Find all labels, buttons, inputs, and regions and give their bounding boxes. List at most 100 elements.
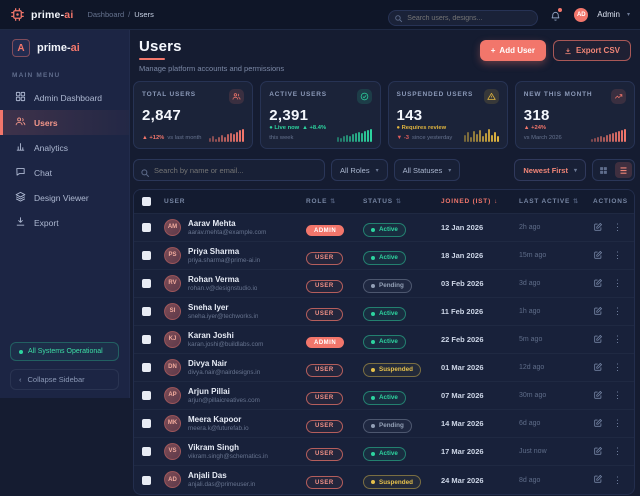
avatar[interactable]: AD [574, 7, 589, 22]
table-row-arjun-pillai[interactable]: AP Arjun Pillai arjun@pillaicreatives.com U… [134, 382, 634, 410]
user-name[interactable]: Admin [597, 10, 620, 19]
table-search-input[interactable] [133, 159, 325, 181]
role-badge: USER [306, 307, 343, 321]
user-name: Aarav Mehta [188, 218, 236, 228]
list-view-button[interactable] [615, 162, 632, 178]
sidebar-item-export[interactable]: Export [0, 210, 129, 235]
row-checkbox[interactable] [142, 363, 151, 372]
table-row-vikram-singh[interactable]: VS Vikram Singh vikram.singh@schematics.in… [134, 438, 634, 466]
row-checkbox[interactable] [142, 419, 151, 428]
stat-sparkline-chart [591, 127, 626, 142]
sort-icon: ⇅ [395, 199, 402, 205]
edit-button[interactable] [593, 415, 603, 433]
row-checkbox[interactable] [142, 251, 151, 260]
sidebar-item-analytics[interactable]: Analytics [0, 135, 129, 160]
kebab-menu-icon[interactable]: ⋮ [613, 362, 622, 372]
download-icon [565, 47, 571, 54]
global-search-input[interactable] [388, 10, 539, 26]
kebab-menu-icon[interactable]: ⋮ [613, 306, 622, 316]
row-checkbox[interactable] [142, 223, 151, 232]
sidebar-item-chat[interactable]: Chat [0, 160, 129, 185]
edit-button[interactable] [593, 219, 603, 237]
add-user-button[interactable]: + Add User [479, 40, 546, 61]
kebab-menu-icon[interactable]: ⋮ [613, 334, 622, 344]
download-icon [15, 216, 26, 229]
table-row-sneha-iyer[interactable]: SI Sneha Iyer sneha.iyer@techworks.in USER A… [134, 298, 634, 326]
grid-icon [15, 91, 26, 104]
table-row-aarav-mehta[interactable]: AM Aarav Mehta aarav.mehta@example.com ADMI… [134, 214, 634, 242]
row-checkbox[interactable] [142, 447, 151, 456]
column-header-joined-ist[interactable]: JOINED (IST) ↓ [441, 198, 519, 205]
edit-button[interactable] [593, 359, 603, 377]
edit-button[interactable] [593, 387, 603, 405]
row-checkbox[interactable] [142, 391, 151, 400]
sidebar-item-users[interactable]: Users [0, 110, 129, 135]
kebab-menu-icon[interactable]: ⋮ [613, 418, 622, 428]
joined-date: 24 Mar 2026 [441, 475, 484, 485]
user-name: Anjali Das [188, 471, 227, 481]
sidebar-item-label: Design Viewer [34, 192, 89, 203]
sidebar-item-admin-dashboard[interactable]: Admin Dashboard [0, 85, 129, 110]
table-row-meera-kapoor[interactable]: MK Meera Kapoor meera.k@futurefab.io USER Pe… [134, 410, 634, 438]
stat-meta: ▼ -3 [396, 134, 410, 141]
chevron-down-icon[interactable]: ▾ [626, 12, 630, 18]
table-row-rohan-verma[interactable]: RV Rohan Verma rohan.v@designstudio.io USER… [134, 270, 634, 298]
users-icon [229, 89, 245, 104]
collapse-sidebar-label: Collapse Sidebar [27, 375, 85, 384]
kebab-menu-icon[interactable]: ⋮ [613, 278, 622, 288]
column-header-role[interactable]: ROLE ⇅ [306, 198, 363, 205]
sidebar-item-design-viewer[interactable]: Design Viewer [0, 185, 129, 210]
column-label: STATUS [363, 198, 393, 205]
table-row-karan-joshi[interactable]: KJ Karan Joshi karan.joshi@buildlabs.com AD… [134, 326, 634, 354]
row-checkbox[interactable] [142, 475, 151, 485]
avatar: AP [164, 386, 181, 404]
column-header-last-active[interactable]: LAST ACTIVE ⇅ [519, 198, 593, 205]
user-email: arjun@pillaicreatives.com [188, 396, 260, 404]
row-checkbox[interactable] [142, 307, 151, 316]
table-body: AM Aarav Mehta aarav.mehta@example.com ADMI… [134, 214, 634, 494]
select-all-checkbox[interactable] [142, 197, 151, 206]
kebab-menu-icon[interactable]: ⋮ [613, 390, 622, 400]
sidebar-item-label: Analytics [34, 142, 69, 153]
sort-dropdown[interactable]: Newest First ▾ [514, 159, 586, 181]
user-name: Sneha Iyer [188, 302, 229, 312]
kebab-menu-icon[interactable]: ⋮ [613, 250, 622, 260]
stat-label: NEW THIS MONTH [523, 91, 593, 98]
kebab-menu-icon[interactable]: ⋮ [613, 474, 622, 485]
statuses-filter-dropdown[interactable]: All Statuses ▾ [393, 159, 461, 181]
edit-button[interactable] [593, 443, 603, 461]
avatar: MK [164, 414, 181, 432]
stat-value: 2,847 [142, 107, 182, 124]
roles-filter-dropdown[interactable]: All Roles ▾ [331, 159, 388, 181]
grid-view-button[interactable] [595, 162, 612, 178]
stat-meta: ▲ +8.4% [302, 124, 327, 131]
breadcrumb-item-dashboard[interactable]: Dashboard [87, 10, 125, 19]
edit-button[interactable] [593, 275, 603, 293]
stat-card-active-users: ACTIVE USERS 2,391 ● Live now ▲ +8.4% this w… [260, 81, 381, 149]
row-checkbox[interactable] [142, 335, 151, 344]
column-header-status[interactable]: STATUS ⇅ [363, 198, 441, 205]
kebab-menu-icon[interactable]: ⋮ [613, 446, 622, 456]
stat-meta: ▲ +12% [142, 134, 165, 141]
edit-button[interactable] [593, 331, 603, 349]
table-row-anjali-das[interactable]: AD Anjali Das anjali.das@primeuser.in USER S… [134, 466, 634, 494]
export-csv-button[interactable]: Export CSV [552, 40, 631, 61]
breadcrumb-item-users[interactable]: Users [134, 10, 154, 19]
stat-meta: ● Requires review [396, 124, 447, 131]
sort-icon: ⇅ [330, 199, 337, 205]
stat-meta: vs last month [167, 134, 202, 141]
edit-button[interactable] [593, 247, 603, 265]
last-active: Just now [519, 448, 547, 455]
collapse-sidebar-button[interactable]: ‹ Collapse Sidebar [10, 369, 119, 390]
row-checkbox[interactable] [142, 279, 151, 288]
edit-button[interactable] [593, 303, 603, 321]
notifications-bell-icon[interactable] [550, 7, 563, 21]
table-header-row: USER ROLE ⇅ STATUS ⇅ JOINED (IST) ↓ LAST ACTIVE… [134, 190, 634, 214]
kebab-menu-icon[interactable]: ⋮ [613, 222, 622, 232]
table-row-divya-nair[interactable]: DN Divya Nair divya.nair@nairdesigns.in USE… [134, 354, 634, 382]
table-row-priya-sharma[interactable]: PS Priya Sharma priya.sharma@prime-ai.in US… [134, 242, 634, 270]
stat-label: TOTAL USERS [142, 91, 196, 98]
stat-meta: vs March 2026 [523, 134, 562, 141]
edit-button[interactable] [593, 471, 603, 489]
